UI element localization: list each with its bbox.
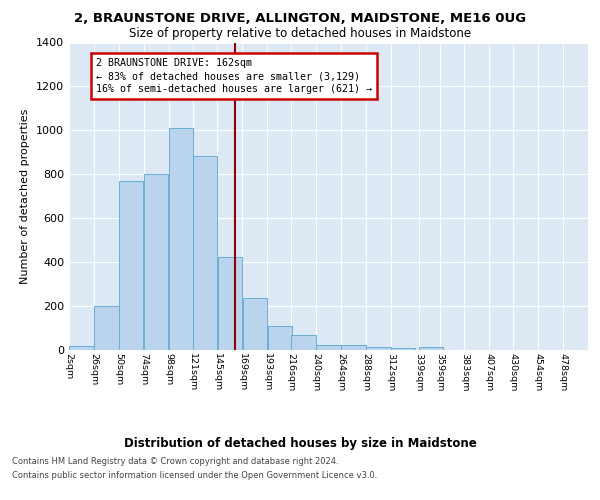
Bar [292, 334, 316, 350]
Bar [366, 346, 391, 350]
Bar [341, 345, 365, 350]
Bar [268, 326, 292, 350]
Text: Distribution of detached houses by size in Maidstone: Distribution of detached houses by size … [124, 438, 476, 450]
Text: 2, BRAUNSTONE DRIVE, ALLINGTON, MAIDSTONE, ME16 0UG: 2, BRAUNSTONE DRIVE, ALLINGTON, MAIDSTON… [74, 12, 526, 26]
Bar [144, 174, 169, 350]
Text: Size of property relative to detached houses in Maidstone: Size of property relative to detached ho… [129, 28, 471, 40]
Bar [391, 348, 415, 350]
Text: Contains public sector information licensed under the Open Government Licence v3: Contains public sector information licen… [12, 471, 377, 480]
Bar [69, 346, 94, 350]
Bar [193, 156, 217, 350]
Text: Contains HM Land Registry data © Crown copyright and database right 2024.: Contains HM Land Registry data © Crown c… [12, 457, 338, 466]
Bar [218, 256, 242, 350]
Bar [242, 298, 267, 350]
Y-axis label: Number of detached properties: Number of detached properties [20, 108, 31, 284]
Bar [316, 344, 341, 350]
Text: 2 BRAUNSTONE DRIVE: 162sqm
← 83% of detached houses are smaller (3,129)
16% of s: 2 BRAUNSTONE DRIVE: 162sqm ← 83% of deta… [96, 58, 372, 94]
Bar [169, 128, 193, 350]
Bar [94, 306, 119, 350]
Bar [419, 346, 443, 350]
Bar [119, 181, 143, 350]
